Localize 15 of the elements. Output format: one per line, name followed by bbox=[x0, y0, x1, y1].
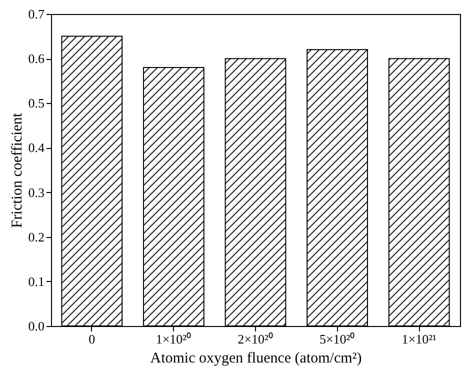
y-axis-title: Friction coefficient bbox=[9, 112, 26, 228]
x-tick-label: 1×10²¹ bbox=[402, 332, 437, 346]
y-tick-label: 0.7 bbox=[28, 6, 45, 22]
x-axis-title: Atomic oxygen fluence (atom/cm²) bbox=[150, 350, 362, 366]
y-tick-label: 0.5 bbox=[28, 96, 44, 111]
x-tick-label: 1×10²⁰ bbox=[156, 332, 192, 346]
y-tick-label: 0.3 bbox=[28, 184, 44, 200]
x-tick-label: 5×10²⁰ bbox=[319, 332, 356, 346]
x-tick-label: 2×10²⁰ bbox=[238, 332, 274, 346]
y-tick-label: 0.0 bbox=[28, 318, 44, 334]
x-tick-label: 0 bbox=[88, 332, 96, 346]
y-tick-label: 0.1 bbox=[28, 274, 44, 289]
y-tick-label: 0.2 bbox=[28, 229, 44, 244]
y-tick-label: 0.4 bbox=[28, 140, 45, 156]
y-tick-label: 0.6 bbox=[28, 51, 45, 66]
